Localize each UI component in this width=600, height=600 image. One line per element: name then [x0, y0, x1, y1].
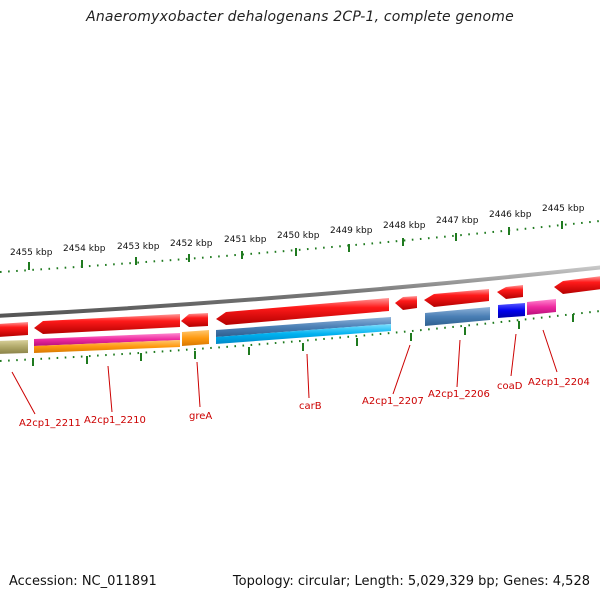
genome-summary-text: Topology: circular; Length: 5,029,329 bp… — [232, 574, 590, 589]
scale-label: 2449 kbp — [330, 226, 373, 236]
gene-arrow-red[interactable] — [0, 322, 28, 337]
gene-label-carb[interactable]: carB — [299, 401, 322, 412]
leader-line — [510, 333, 517, 377]
gene-label-a2cp1-2206[interactable]: A2cp1_2206 — [428, 389, 490, 400]
gene-label-a2cp1-2211[interactable]: A2cp1_2211 — [19, 418, 81, 429]
scale-label: 2451 kbp — [224, 235, 267, 245]
gene-bar-blue[interactable] — [498, 303, 525, 318]
leader-line — [456, 339, 461, 388]
outer-scale — [0, 220, 600, 273]
gene-arrow-red[interactable] — [497, 285, 523, 299]
gene-arrow-red[interactable] — [34, 314, 180, 334]
gene-bar-orange[interactable] — [182, 330, 209, 346]
forward-strand-genes — [0, 299, 556, 354]
accession-text: Accession: NC_011891 — [9, 574, 157, 589]
gene-bar-magenta[interactable] — [527, 299, 556, 315]
gene-arrow-red[interactable] — [554, 276, 600, 294]
leader-line — [196, 361, 201, 408]
gene-arrow-red[interactable] — [216, 298, 389, 325]
gene-label-a2cp1-2210[interactable]: A2cp1_2210 — [84, 415, 146, 426]
gene-bar-magenta[interactable] — [34, 333, 180, 346]
scale-label: 2448 kbp — [383, 221, 426, 231]
scale-label: 2447 kbp — [436, 216, 479, 226]
gene-arrow-red[interactable] — [395, 296, 417, 310]
scale-label: 2445 kbp — [542, 204, 585, 214]
outer-scale-dots — [0, 220, 600, 273]
gene-label-a2cp1-2207[interactable]: A2cp1_2207 — [362, 396, 424, 407]
leader-line — [11, 371, 36, 415]
gene-bar-steel[interactable] — [216, 317, 391, 337]
inner-scale-dots — [0, 310, 600, 362]
leader-line — [542, 329, 558, 373]
scale-label: 2450 kbp — [277, 231, 320, 241]
gene-bar-olive[interactable] — [0, 340, 28, 354]
scale-label: 2452 kbp — [170, 239, 213, 249]
scale-label: 2446 kbp — [489, 210, 532, 220]
leader-line — [107, 365, 113, 413]
gene-arrow-red[interactable] — [424, 289, 489, 307]
inner-scale — [0, 310, 600, 366]
map-title: Anaeromyxobacter dehalogenans 2CP-1, com… — [86, 9, 514, 25]
gene-arrow-red[interactable] — [181, 313, 208, 327]
scale-label: 2454 kbp — [63, 244, 106, 254]
leader-line — [306, 353, 310, 399]
gene-label-coad[interactable]: coaD — [497, 381, 523, 392]
gene-bar-cyan[interactable] — [216, 324, 391, 344]
gene-label-grea[interactable]: greA — [189, 411, 212, 422]
leader-line — [392, 344, 411, 395]
scale-label: 2455 kbp — [10, 248, 53, 258]
gene-bar-orange[interactable] — [34, 340, 180, 353]
reverse-strand-genes — [0, 276, 600, 337]
gene-bar-steel[interactable] — [425, 307, 490, 326]
gene-labels: A2cp1_2211 A2cp1_2210 greA carB A2cp1_22… — [19, 377, 590, 429]
scale-labels: 2455 kbp 2454 kbp 2453 kbp 2452 kbp 2451… — [10, 204, 585, 258]
gene-label-a2cp1-2204[interactable]: A2cp1_2204 — [528, 377, 590, 388]
label-leaders — [11, 329, 558, 415]
scale-label: 2453 kbp — [117, 242, 160, 252]
genome-backbone — [0, 265, 600, 318]
